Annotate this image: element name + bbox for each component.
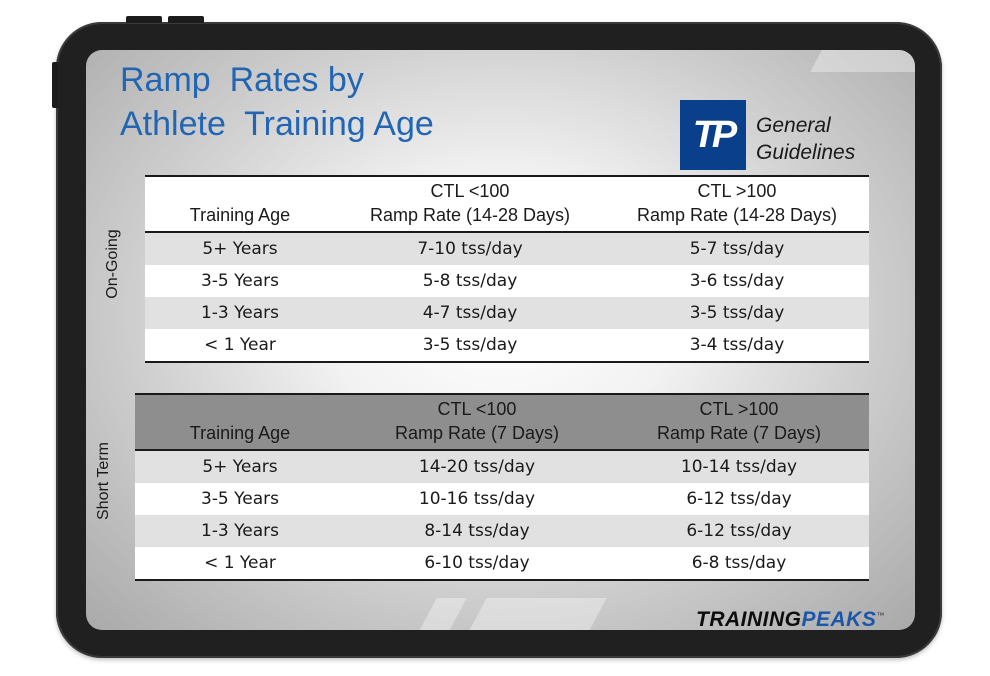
- cell-age: < 1 Year: [204, 335, 276, 355]
- cell-high: 6-12 tss/day: [686, 521, 792, 541]
- cell-age: 3-5 Years: [200, 489, 280, 509]
- cell-age: 5+ Years: [202, 457, 278, 477]
- decorative-stripe: [810, 50, 915, 72]
- title-line-2: Athlete Training Age: [120, 105, 434, 143]
- table-row: 3-5 Years 5-8 tss/day 3-6 tss/day: [145, 265, 869, 297]
- header-ctl-low-line2: Ramp Rate (7 Days): [394, 423, 560, 443]
- decorative-stripe: [415, 598, 467, 630]
- table-row: 5+ Years 14-20 tss/day 10-14 tss/day: [135, 450, 869, 483]
- shortterm-side-label: Short Term: [95, 442, 112, 520]
- header-ctl-low: CTL <100 Ramp Rate (14-28 Days): [335, 176, 605, 232]
- cell-low: 4-7 tss/day: [422, 303, 518, 323]
- trainingpeaks-logo-icon: TP: [680, 100, 746, 170]
- cell-low: 14-20 tss/day: [418, 457, 536, 477]
- tablet-power-button: [126, 16, 162, 23]
- cell-low: 7-10 tss/day: [417, 239, 523, 259]
- title-line-1: Ramp Rates by: [120, 61, 364, 99]
- header-ctl-high-line2: Ramp Rate (14-28 Days): [636, 205, 838, 225]
- brand-trademark: ™: [876, 611, 885, 620]
- header-training-age: Training Age: [189, 423, 291, 443]
- cell-high: 3-6 tss/day: [689, 271, 785, 291]
- cell-high: 3-5 tss/day: [689, 303, 785, 323]
- cell-age: 1-3 Years: [200, 521, 280, 541]
- header-ctl-high: CTL >100 Ramp Rate (14-28 Days): [605, 176, 869, 232]
- tablet-volume-button: [168, 16, 204, 23]
- header-ctl-high: CTL >100 Ramp Rate (7 Days): [609, 394, 869, 450]
- table-row: 3-5 Years 10-16 tss/day 6-12 tss/day: [135, 483, 869, 515]
- cell-age: 3-5 Years: [200, 271, 280, 291]
- table-row: 1-3 Years 4-7 tss/day 3-5 tss/day: [145, 297, 869, 329]
- shortterm-table: Training Age CTL <100 Ramp Rate (7 Days) …: [135, 393, 869, 581]
- cell-age: < 1 Year: [204, 553, 276, 573]
- brand-part-1: TRAINING: [696, 608, 802, 630]
- cell-low: 8-14 tss/day: [424, 521, 530, 541]
- tablet-screen: Ramp Rates by Athlete Training Age TP Gen…: [86, 50, 915, 630]
- header-ctl-high-line1: CTL >100: [699, 399, 779, 419]
- cell-high: 6-12 tss/day: [686, 489, 792, 509]
- header-ctl-high-line1: CTL >100: [697, 181, 777, 201]
- table-row: 5+ Years 7-10 tss/day 5-7 tss/day: [145, 232, 869, 265]
- header-ctl-low-line2: Ramp Rate (14-28 Days): [369, 205, 571, 225]
- caption-line-2: Guidelines: [756, 141, 856, 164]
- cell-low: 6-10 tss/day: [424, 553, 530, 573]
- table-header-row: Training Age CTL <100 Ramp Rate (14-28 Da…: [145, 176, 869, 232]
- table-header-row: Training Age CTL <100 Ramp Rate (7 Days) …: [135, 394, 869, 450]
- ongoing-table: Training Age CTL <100 Ramp Rate (14-28 Da…: [145, 175, 869, 363]
- cell-high: 10-14 tss/day: [680, 457, 798, 477]
- tablet-side-button: [52, 62, 58, 108]
- cell-low: 10-16 tss/day: [418, 489, 536, 509]
- decorative-stripe: [465, 598, 607, 630]
- table-row: 1-3 Years 8-14 tss/day 6-12 tss/day: [135, 515, 869, 547]
- trainingpeaks-wordmark: TRAININGPEAKS™: [696, 608, 885, 630]
- logo-caption: General Guidelines: [756, 112, 855, 166]
- cell-low: 3-5 tss/day: [422, 335, 518, 355]
- logo-mark: TP: [692, 113, 738, 156]
- header-training-age: Training Age: [189, 205, 291, 225]
- brand-part-2: PEAKS: [801, 608, 877, 630]
- header-ctl-low-line1: CTL <100: [430, 181, 510, 201]
- cell-high: 6-8 tss/day: [691, 553, 787, 573]
- caption-line-1: General: [756, 114, 831, 137]
- header-ctl-low-line1: CTL <100: [437, 399, 517, 419]
- cell-high: 3-4 tss/day: [689, 335, 785, 355]
- cell-low: 5-8 tss/day: [422, 271, 518, 291]
- header-ctl-high-line2: Ramp Rate (7 Days): [656, 423, 822, 443]
- cell-age: 5+ Years: [202, 239, 278, 259]
- ongoing-side-label: On-Going: [104, 229, 121, 299]
- table-row: < 1 Year 3-5 tss/day 3-4 tss/day: [145, 329, 869, 362]
- cell-age: 1-3 Years: [200, 303, 280, 323]
- cell-high: 5-7 tss/day: [689, 239, 785, 259]
- table-row: < 1 Year 6-10 tss/day 6-8 tss/day: [135, 547, 869, 580]
- header-ctl-low: CTL <100 Ramp Rate (7 Days): [345, 394, 609, 450]
- page-title: Ramp Rates by Athlete Training Age: [120, 58, 434, 146]
